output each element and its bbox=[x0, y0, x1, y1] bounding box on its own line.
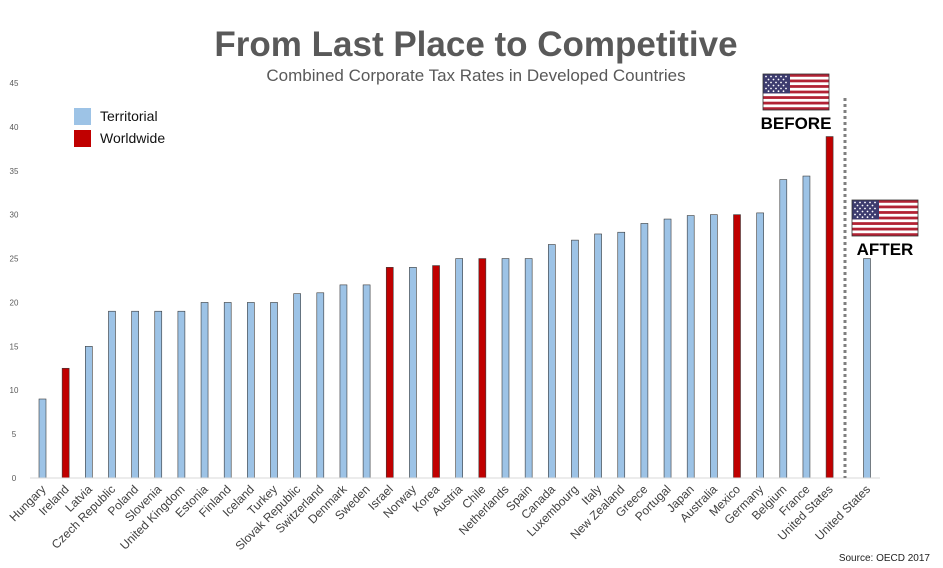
legend-label-territorial: Territorial bbox=[100, 108, 158, 124]
y-tick-label: 15 bbox=[10, 342, 19, 351]
bar-turkey bbox=[270, 302, 278, 479]
before-label: BEFORE bbox=[761, 114, 832, 133]
bar-united-states-after bbox=[863, 258, 871, 479]
us-flag-icon bbox=[762, 73, 830, 111]
chart-subtitle: Combined Corporate Tax Rates in Develope… bbox=[266, 66, 685, 85]
after-label: AFTER bbox=[857, 240, 914, 259]
legend-swatch-worldwide bbox=[74, 130, 91, 147]
bar-portugal bbox=[663, 218, 672, 479]
y-tick-label: 0 bbox=[12, 474, 17, 483]
bar-canada bbox=[547, 244, 556, 479]
after-annotation: AFTER bbox=[851, 199, 919, 259]
y-tick-label: 30 bbox=[10, 211, 19, 220]
us-flag-icon bbox=[851, 199, 919, 237]
bar-united-kingdom bbox=[177, 310, 186, 479]
bar-czech-republic bbox=[108, 310, 116, 479]
chart-title: From Last Place to Competitive bbox=[214, 25, 737, 64]
y-tick-label: 35 bbox=[10, 167, 19, 176]
bar-slovak-republic bbox=[293, 293, 301, 479]
bar-belgium bbox=[779, 179, 788, 479]
bar-finland bbox=[223, 302, 232, 479]
y-tick-label: 20 bbox=[10, 298, 19, 307]
bar-netherlands bbox=[501, 258, 510, 479]
legend: Territorial Worldwide bbox=[74, 108, 165, 147]
bar-norway bbox=[409, 267, 417, 479]
bar-hungary bbox=[38, 398, 47, 479]
y-tick-label: 40 bbox=[10, 123, 19, 132]
bar-japan bbox=[686, 215, 695, 479]
bar-spain bbox=[524, 258, 533, 479]
bar-iceland bbox=[247, 302, 255, 479]
y-tick-label: 5 bbox=[12, 430, 17, 439]
bar-luxembourg bbox=[571, 239, 579, 479]
before-annotation: BEFORE bbox=[761, 73, 832, 133]
bar-australia bbox=[710, 214, 718, 479]
bar-poland bbox=[131, 310, 139, 479]
y-tick-label: 10 bbox=[10, 386, 19, 395]
source-note: Source: OECD 2017 bbox=[839, 553, 931, 564]
bar-sweden bbox=[362, 284, 371, 479]
bar-germany bbox=[756, 212, 764, 479]
bar-greece bbox=[640, 223, 649, 479]
bar-france bbox=[802, 175, 811, 479]
bar-switzerland bbox=[316, 292, 325, 479]
y-tick-label: 45 bbox=[10, 79, 19, 88]
legend-swatch-territorial bbox=[74, 108, 91, 125]
y-tick-label: 25 bbox=[10, 255, 19, 264]
bar-chile bbox=[478, 258, 487, 479]
bar-mexico bbox=[733, 214, 741, 479]
bar-estonia bbox=[200, 302, 209, 479]
bar-austria bbox=[455, 258, 464, 479]
legend-label-worldwide: Worldwide bbox=[100, 130, 165, 146]
bar-latvia bbox=[85, 346, 93, 479]
bar-italy bbox=[594, 233, 602, 479]
bar-slovenia bbox=[154, 310, 163, 479]
bar-israel bbox=[385, 267, 394, 479]
bar-ireland bbox=[61, 367, 70, 479]
bar-korea bbox=[432, 265, 440, 479]
bar-new-zealand bbox=[617, 231, 626, 479]
bar-denmark bbox=[339, 284, 348, 479]
bar-united-states bbox=[825, 136, 834, 479]
